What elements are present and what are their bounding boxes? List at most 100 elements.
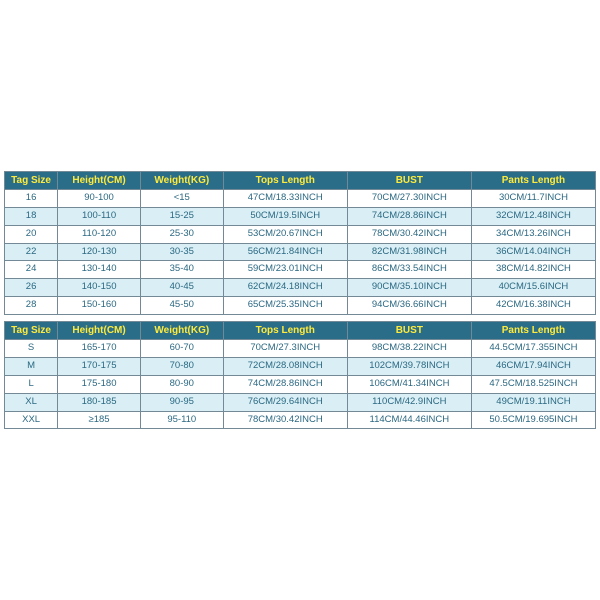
table-cell: 18 (5, 207, 58, 225)
table-cell: 36CM/14.04INCH (471, 243, 595, 261)
table-row: XXL≥18595-11078CM/30.42INCH114CM/44.46IN… (5, 411, 596, 429)
col-pants-length: Pants Length (471, 171, 595, 190)
table-cell: 42CM/16.38INCH (471, 297, 595, 315)
col-tops-length: Tops Length (223, 171, 347, 190)
table-cell: 50CM/19.5INCH (223, 207, 347, 225)
table-cell: 95-110 (140, 411, 223, 429)
table-cell: 47CM/18.33INCH (223, 190, 347, 208)
table-cell: M (5, 358, 58, 376)
table-cell: 24 (5, 261, 58, 279)
table-cell: 26 (5, 279, 58, 297)
table-cell: 49CM/19.11INCH (471, 393, 595, 411)
table-cell: 53CM/20.67INCH (223, 225, 347, 243)
table-row: 20110-12025-3053CM/20.67INCH78CM/30.42IN… (5, 225, 596, 243)
kids-body: 1690-100<1547CM/18.33INCH70CM/27.30INCH3… (5, 190, 596, 315)
table-cell: 170-175 (58, 358, 141, 376)
table-cell: 114CM/44.46INCH (347, 411, 471, 429)
table-cell: 86CM/33.54INCH (347, 261, 471, 279)
table-cell: 106CM/41.34INCH (347, 375, 471, 393)
table-cell: 165-170 (58, 340, 141, 358)
table-cell: 90CM/35.10INCH (347, 279, 471, 297)
table-cell: 40-45 (140, 279, 223, 297)
kids-size-table: Tag Size Height(CM) Weight(KG) Tops Leng… (4, 171, 596, 315)
table-row: 18100-11015-2550CM/19.5INCH74CM/28.86INC… (5, 207, 596, 225)
table-cell: 74CM/28.86INCH (223, 375, 347, 393)
table-row: M170-17570-8072CM/28.08INCH102CM/39.78IN… (5, 358, 596, 376)
table-cell: 130-140 (58, 261, 141, 279)
table-cell: 180-185 (58, 393, 141, 411)
table-cell: 140-150 (58, 279, 141, 297)
table-cell: 20 (5, 225, 58, 243)
table-cell: 56CM/21.84INCH (223, 243, 347, 261)
table-cell: 35-40 (140, 261, 223, 279)
table-cell: XXL (5, 411, 58, 429)
adults-body: S165-17060-7070CM/27.3INCH98CM/38.22INCH… (5, 340, 596, 429)
table-row: 28150-16045-5065CM/25.35INCH94CM/36.66IN… (5, 297, 596, 315)
adults-size-table: Tag Size Height(CM) Weight(KG) Tops Leng… (4, 321, 596, 430)
table-cell: 28 (5, 297, 58, 315)
table-row: 24130-14035-4059CM/23.01INCH86CM/33.54IN… (5, 261, 596, 279)
table-cell: 80-90 (140, 375, 223, 393)
table-cell: 70CM/27.3INCH (223, 340, 347, 358)
table-cell: 175-180 (58, 375, 141, 393)
table-cell: 62CM/24.18INCH (223, 279, 347, 297)
table-cell: 16 (5, 190, 58, 208)
table-cell: <15 (140, 190, 223, 208)
col-height-cm: Height(CM) (58, 321, 141, 340)
table-cell: 76CM/29.64INCH (223, 393, 347, 411)
table-cell: S (5, 340, 58, 358)
col-tag-size: Tag Size (5, 321, 58, 340)
table-cell: 30-35 (140, 243, 223, 261)
table-row: S165-17060-7070CM/27.3INCH98CM/38.22INCH… (5, 340, 596, 358)
table-cell: 98CM/38.22INCH (347, 340, 471, 358)
table-cell: 59CM/23.01INCH (223, 261, 347, 279)
table-cell: 110CM/42.9INCH (347, 393, 471, 411)
table-cell: 78CM/30.42INCH (223, 411, 347, 429)
table-cell: 110-120 (58, 225, 141, 243)
table-cell: 82CM/31.98INCH (347, 243, 471, 261)
table-cell: 102CM/39.78INCH (347, 358, 471, 376)
table-cell: 150-160 (58, 297, 141, 315)
table-cell: 65CM/25.35INCH (223, 297, 347, 315)
table-cell: 30CM/11.7INCH (471, 190, 595, 208)
table-cell: 60-70 (140, 340, 223, 358)
table-cell: 40CM/15.6INCH (471, 279, 595, 297)
table-cell: 50.5CM/19.695INCH (471, 411, 595, 429)
table-cell: 38CM/14.82INCH (471, 261, 595, 279)
table-cell: 72CM/28.08INCH (223, 358, 347, 376)
table-cell: 22 (5, 243, 58, 261)
col-tag-size: Tag Size (5, 171, 58, 190)
table-cell: 78CM/30.42INCH (347, 225, 471, 243)
table-cell: 74CM/28.86INCH (347, 207, 471, 225)
table-cell: 32CM/12.48INCH (471, 207, 595, 225)
table-cell: XL (5, 393, 58, 411)
table-cell: 90-100 (58, 190, 141, 208)
table-row: 22120-13030-3556CM/21.84INCH82CM/31.98IN… (5, 243, 596, 261)
table-cell: 70-80 (140, 358, 223, 376)
table-cell: 120-130 (58, 243, 141, 261)
table-cell: 70CM/27.30INCH (347, 190, 471, 208)
table-row: 26140-15040-4562CM/24.18INCH90CM/35.10IN… (5, 279, 596, 297)
col-weight-kg: Weight(KG) (140, 321, 223, 340)
table-cell: 44.5CM/17.355INCH (471, 340, 595, 358)
table-cell: 46CM/17.94INCH (471, 358, 595, 376)
table-cell: L (5, 375, 58, 393)
table-cell: 45-50 (140, 297, 223, 315)
table-cell: 90-95 (140, 393, 223, 411)
table-cell: 34CM/13.26INCH (471, 225, 595, 243)
col-bust: BUST (347, 171, 471, 190)
table-cell: 15-25 (140, 207, 223, 225)
kids-header: Tag Size Height(CM) Weight(KG) Tops Leng… (5, 171, 596, 190)
table-cell: 94CM/36.66INCH (347, 297, 471, 315)
col-height-cm: Height(CM) (58, 171, 141, 190)
table-cell: 47.5CM/18.525INCH (471, 375, 595, 393)
col-pants-length: Pants Length (471, 321, 595, 340)
table-row: 1690-100<1547CM/18.33INCH70CM/27.30INCH3… (5, 190, 596, 208)
table-cell: ≥185 (58, 411, 141, 429)
table-row: XL180-18590-9576CM/29.64INCH110CM/42.9IN… (5, 393, 596, 411)
col-weight-kg: Weight(KG) (140, 171, 223, 190)
col-bust: BUST (347, 321, 471, 340)
col-tops-length: Tops Length (223, 321, 347, 340)
table-cell: 100-110 (58, 207, 141, 225)
adults-header: Tag Size Height(CM) Weight(KG) Tops Leng… (5, 321, 596, 340)
